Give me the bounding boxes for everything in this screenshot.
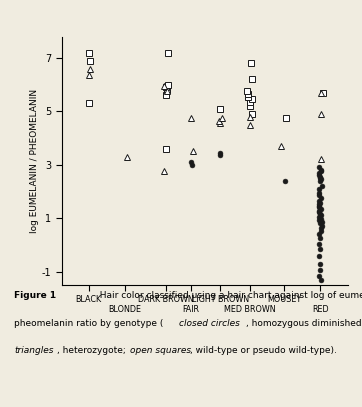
Text: MED BROWN: MED BROWN	[224, 305, 276, 314]
Text: , wild-type or pseudo wild-type).: , wild-type or pseudo wild-type).	[190, 346, 337, 355]
Text: Figure 1: Figure 1	[14, 291, 56, 300]
Text: DARK BROWN: DARK BROWN	[138, 295, 194, 304]
Text: MOUSEY: MOUSEY	[267, 295, 301, 304]
Text: FAIR: FAIR	[182, 305, 199, 314]
Text: Hair color classified using a hair chart against log of eumelanin and: Hair color classified using a hair chart…	[94, 291, 362, 300]
Text: open squares: open squares	[130, 346, 191, 355]
Y-axis label: log EUMELANIN / PHEOMELANIN: log EUMELANIN / PHEOMELANIN	[30, 89, 39, 233]
Text: , homozygous diminished function;: , homozygous diminished function;	[246, 319, 362, 328]
Text: pheomelanin ratio by genotype (: pheomelanin ratio by genotype (	[14, 319, 164, 328]
Text: , heterozygote;: , heterozygote;	[57, 346, 129, 355]
Text: BLACK: BLACK	[76, 295, 102, 304]
Text: triangles: triangles	[14, 346, 54, 355]
Text: closed circles: closed circles	[179, 319, 240, 328]
Text: LIGHT BROWN: LIGHT BROWN	[192, 295, 249, 304]
Text: BLONDE: BLONDE	[109, 305, 142, 314]
Text: RED: RED	[312, 305, 329, 314]
